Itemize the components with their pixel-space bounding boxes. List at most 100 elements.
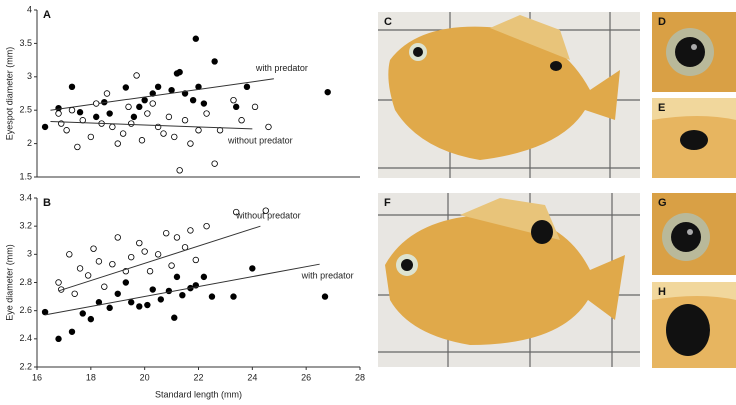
point bbox=[141, 96, 148, 104]
y-tick-label: 2.5 bbox=[19, 105, 32, 115]
point bbox=[181, 90, 189, 97]
point bbox=[187, 140, 194, 147]
point bbox=[68, 106, 76, 114]
point bbox=[154, 251, 162, 258]
point bbox=[192, 35, 200, 42]
point bbox=[168, 262, 175, 269]
y-tick-label: 1.5 bbox=[19, 171, 32, 181]
point bbox=[71, 290, 78, 297]
point bbox=[125, 103, 132, 111]
point bbox=[249, 265, 256, 272]
point bbox=[103, 90, 111, 97]
photo-h bbox=[652, 282, 736, 368]
point bbox=[55, 335, 62, 343]
point bbox=[106, 304, 113, 312]
point bbox=[146, 268, 154, 275]
y-tick-label: 4 bbox=[27, 4, 32, 14]
point bbox=[109, 260, 116, 268]
point bbox=[321, 293, 329, 300]
point bbox=[109, 123, 116, 131]
fit-line bbox=[50, 121, 253, 130]
point bbox=[68, 83, 76, 91]
point bbox=[55, 279, 62, 286]
point bbox=[157, 296, 165, 303]
point bbox=[114, 234, 121, 241]
x-axis-label: Standard length (mm) bbox=[155, 389, 242, 399]
point bbox=[149, 100, 156, 107]
x-tick-label: 24 bbox=[247, 372, 257, 382]
point bbox=[84, 272, 92, 279]
photo-label: C bbox=[384, 16, 392, 28]
photo-d bbox=[652, 12, 736, 92]
point bbox=[181, 117, 189, 124]
point bbox=[128, 253, 135, 261]
point bbox=[160, 130, 167, 137]
point bbox=[122, 84, 130, 91]
x-tick-label: 18 bbox=[86, 372, 96, 382]
point bbox=[136, 103, 143, 111]
point bbox=[136, 239, 143, 247]
fit-line bbox=[44, 263, 320, 316]
point bbox=[55, 110, 62, 117]
point bbox=[171, 314, 178, 321]
point bbox=[114, 140, 121, 147]
photo-label: E bbox=[658, 102, 665, 114]
point bbox=[122, 279, 130, 286]
series-label: with predator bbox=[255, 63, 308, 73]
point bbox=[79, 310, 86, 317]
series-label: without predator bbox=[227, 135, 293, 145]
point bbox=[74, 143, 81, 151]
point bbox=[179, 291, 186, 299]
point bbox=[165, 287, 173, 295]
point bbox=[87, 133, 95, 141]
y-tick-label: 2.4 bbox=[19, 333, 32, 343]
photo-f bbox=[378, 193, 640, 367]
point bbox=[93, 100, 100, 107]
point bbox=[101, 283, 108, 290]
point bbox=[55, 104, 62, 112]
y-tick-label: 3.4 bbox=[19, 192, 32, 202]
point bbox=[200, 100, 208, 107]
point bbox=[168, 86, 175, 94]
point bbox=[162, 230, 170, 237]
photo-e bbox=[652, 98, 736, 178]
series-label: with predator bbox=[301, 271, 354, 281]
point bbox=[149, 286, 156, 293]
point bbox=[243, 83, 251, 91]
point bbox=[200, 273, 208, 281]
fit-line bbox=[50, 78, 274, 111]
point bbox=[114, 290, 121, 297]
point bbox=[128, 120, 135, 127]
point bbox=[154, 83, 162, 91]
point bbox=[95, 258, 103, 265]
point bbox=[262, 207, 269, 214]
point bbox=[232, 208, 240, 216]
point bbox=[144, 301, 151, 309]
photo-label: G bbox=[658, 197, 667, 209]
x-tick-label: 22 bbox=[193, 372, 203, 382]
point bbox=[41, 123, 49, 131]
point bbox=[238, 117, 245, 124]
point bbox=[176, 167, 183, 174]
point bbox=[189, 96, 197, 104]
point bbox=[187, 227, 194, 234]
y-tick-label: 2.6 bbox=[19, 305, 32, 315]
point bbox=[265, 123, 272, 131]
panel-title: A bbox=[43, 9, 51, 21]
point bbox=[230, 96, 237, 104]
point bbox=[138, 137, 146, 144]
y-tick-label: 3.5 bbox=[19, 38, 32, 48]
x-tick-label: 20 bbox=[140, 372, 150, 382]
point bbox=[130, 113, 138, 121]
fit-line bbox=[58, 225, 261, 292]
point bbox=[66, 251, 73, 258]
point bbox=[76, 109, 84, 116]
point bbox=[106, 110, 113, 117]
point bbox=[211, 160, 218, 167]
x-tick-label: 16 bbox=[32, 372, 42, 382]
photo-label: D bbox=[658, 16, 666, 28]
x-tick-label: 26 bbox=[301, 372, 311, 382]
photo-g bbox=[652, 193, 736, 275]
